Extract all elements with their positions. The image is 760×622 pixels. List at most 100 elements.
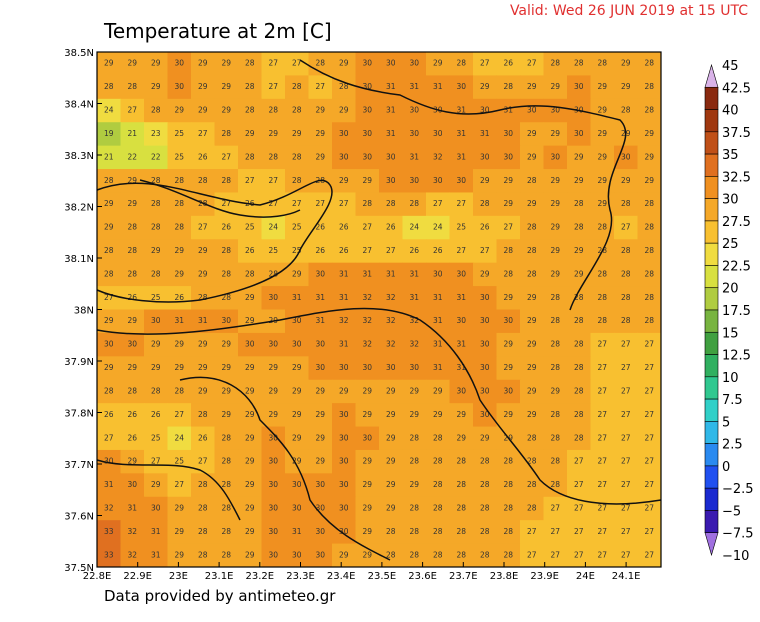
cell: [238, 543, 262, 568]
cell: [614, 145, 638, 170]
cell: [520, 309, 544, 334]
cell: [426, 379, 450, 404]
cell-value: 31: [433, 316, 443, 325]
cell: [402, 496, 427, 521]
cell: [120, 262, 145, 287]
cell-value: 24: [174, 433, 184, 442]
cell: [167, 520, 192, 545]
cell-value: 28: [574, 59, 584, 68]
cell: [543, 379, 568, 404]
cell-value: 30: [268, 503, 278, 512]
cell-value: 29: [527, 363, 537, 372]
cell: [637, 332, 662, 357]
cell-value: 27: [127, 106, 137, 115]
cell: [473, 122, 497, 147]
cell-value: 30: [456, 269, 466, 278]
cell-value: 28: [221, 550, 231, 559]
cell: [191, 543, 215, 568]
cell: [191, 332, 215, 357]
cell: [520, 332, 544, 357]
cell: [426, 98, 450, 123]
cell-value: 31: [292, 293, 302, 302]
cell-value: 28: [104, 176, 114, 185]
cell: [402, 403, 427, 428]
cell-value: 29: [621, 176, 631, 185]
cell: [167, 309, 192, 334]
cell-value: 28: [221, 129, 231, 138]
cell: [191, 262, 215, 287]
cell: [379, 309, 403, 334]
cell: [97, 543, 121, 568]
cell-value: 29: [245, 410, 255, 419]
cell: [614, 332, 638, 357]
colorbar-swatch: [704, 109, 719, 133]
cell-value: 29: [527, 316, 537, 325]
cell: [543, 239, 568, 264]
cell-value: 29: [433, 386, 443, 395]
cell: [426, 286, 450, 310]
cell-value: 31: [292, 527, 302, 536]
cell: [426, 122, 450, 147]
colorbar-label: 5: [722, 415, 730, 430]
cell-value: 29: [245, 129, 255, 138]
cell: [285, 52, 309, 76]
cell-value: 30: [104, 457, 114, 466]
cell-value: 27: [644, 386, 654, 395]
cell: [214, 426, 239, 451]
cell-value: 27: [597, 386, 607, 395]
cell-value: 29: [527, 293, 537, 302]
cell-value: 27: [362, 246, 372, 255]
lon-label: 23.2E: [246, 571, 275, 582]
cell-value: 28: [574, 340, 584, 349]
cell-value: 30: [315, 527, 325, 536]
cell: [355, 426, 380, 451]
cell: [614, 239, 638, 264]
cell-value: 29: [198, 246, 208, 255]
lat-label: 38.2N: [64, 203, 94, 214]
cell-value: 30: [456, 386, 466, 395]
cell: [214, 356, 239, 381]
cell-value: 28: [198, 293, 208, 302]
cell-value: 28: [315, 59, 325, 68]
cell-value: 31: [433, 340, 443, 349]
cell-value: 30: [527, 106, 537, 115]
cell-value: 29: [456, 433, 466, 442]
cell: [379, 52, 403, 76]
cell: [97, 496, 121, 521]
cell: [567, 332, 591, 357]
cell: [449, 449, 474, 474]
colorbar-label: 0: [722, 460, 730, 475]
cell: [261, 122, 286, 147]
cell: [97, 52, 121, 76]
cell-value: 29: [292, 457, 302, 466]
cell-value: 29: [433, 410, 443, 419]
cell: [543, 286, 568, 310]
cell: [167, 169, 192, 193]
cell-value: 28: [221, 176, 231, 185]
cell-value: 30: [151, 503, 161, 512]
cell: [567, 75, 591, 100]
cell-value: 27: [597, 340, 607, 349]
cell-value: 32: [409, 340, 419, 349]
lat-label: 38.4N: [64, 100, 94, 111]
cell: [379, 332, 403, 357]
colorbar-label: 10: [722, 371, 739, 386]
cell-value: 31: [362, 269, 372, 278]
cell-value: 30: [292, 503, 302, 512]
cell: [97, 239, 121, 264]
cell: [214, 403, 239, 428]
cell-value: 27: [456, 199, 466, 208]
cell: [473, 98, 497, 123]
colorbar-swatch: [704, 153, 719, 177]
cell-value: 21: [104, 152, 114, 161]
cell: [261, 239, 286, 264]
cell: [308, 286, 333, 310]
cell-value: 29: [503, 410, 513, 419]
cell-value: 28: [433, 527, 443, 536]
cell-value: 30: [127, 340, 137, 349]
cell-value: 29: [315, 106, 325, 115]
cell: [379, 520, 403, 545]
cell: [473, 286, 497, 310]
cell-value: 27: [245, 176, 255, 185]
cell: [261, 379, 286, 404]
